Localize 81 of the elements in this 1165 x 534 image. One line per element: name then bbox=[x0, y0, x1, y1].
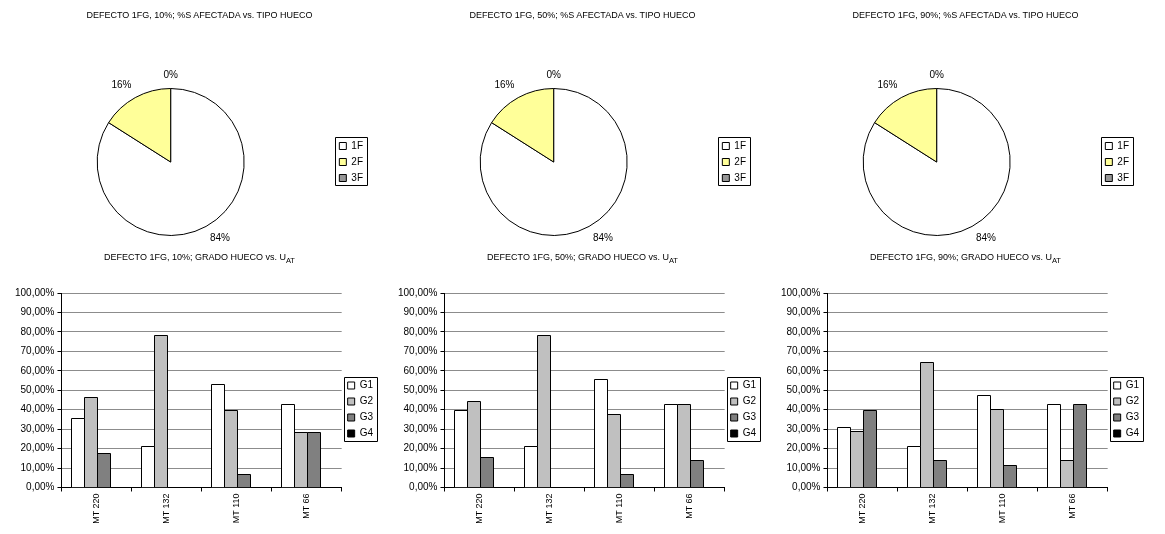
x-tick-label: MT 110 bbox=[231, 493, 242, 524]
text: 0% bbox=[163, 69, 178, 81]
legend-label: 1F bbox=[1117, 139, 1129, 151]
y-tick-label: 70,00% bbox=[786, 345, 821, 357]
x-tick-label: MT 66 bbox=[1067, 493, 1078, 519]
x-tick-label: MT 220 bbox=[856, 493, 867, 524]
y-tick-label: 10,00% bbox=[20, 461, 55, 473]
y-tick-label: 80,00% bbox=[403, 325, 438, 337]
y-tick-label: 90,00% bbox=[20, 306, 55, 318]
data-label: 84% bbox=[209, 232, 231, 244]
legend-label: G3 bbox=[359, 411, 374, 423]
x-tick-label: MT 66 bbox=[301, 493, 312, 519]
x-tick-label: MT 220 bbox=[473, 493, 484, 524]
y-tick-label: 60,00% bbox=[403, 364, 438, 376]
x-tick-label: MT 220 bbox=[90, 493, 101, 524]
y-tick-label: 90,00% bbox=[403, 306, 438, 318]
y-tick-label: 50,00% bbox=[786, 383, 821, 395]
chart-title: DEFECTO 1FG, 90%; %S AFECTADA vs. TIPO HUECO bbox=[851, 9, 1080, 22]
chart-title: DEFECTO 1FG, 90%; GRADO HUECO vs. U$_{AT}$ bbox=[869, 251, 1062, 267]
y-tick-label: 40,00% bbox=[20, 403, 55, 415]
legend-label: G2 bbox=[742, 395, 757, 407]
chart-title: DEFECTO 1FG, 50%; %S AFECTADA vs. TIPO HUECO bbox=[468, 9, 697, 22]
data-label: 84% bbox=[975, 232, 997, 244]
y-tick-label: 10,00% bbox=[786, 461, 821, 473]
x-tick-label: MT 110 bbox=[997, 493, 1008, 524]
y-tick-label: 30,00% bbox=[20, 422, 55, 434]
chart-title: DEFECTO 1FG, 10%; %S AFECTADA vs. TIPO HUECO bbox=[85, 9, 314, 22]
y-tick-label: 30,00% bbox=[403, 422, 438, 434]
legend-label: 3F bbox=[734, 171, 746, 183]
x-tick-label: MT 132 bbox=[161, 493, 172, 524]
legend-label: 2F bbox=[351, 155, 363, 167]
y-tick-label: 30,00% bbox=[786, 422, 821, 434]
y-tick-label: 80,00% bbox=[786, 325, 821, 337]
text: 0% bbox=[929, 69, 944, 81]
x-tick-label: MT 66 bbox=[684, 493, 695, 519]
chart-title: DEFECTO 1FG, 10%; GRADO HUECO vs. U$_{AT}$ bbox=[103, 251, 296, 267]
legend-label: G4 bbox=[359, 427, 374, 439]
y-tick-label: 100,00% bbox=[14, 286, 55, 298]
y-tick-label: 70,00% bbox=[20, 345, 55, 357]
legend-label: G3 bbox=[1125, 411, 1140, 423]
y-tick-label: 20,00% bbox=[403, 442, 438, 454]
y-tick-label: 40,00% bbox=[786, 403, 821, 415]
x-tick-label: MT 110 bbox=[614, 493, 625, 524]
y-tick-label: 50,00% bbox=[20, 383, 55, 395]
y-tick-label: 60,00% bbox=[20, 364, 55, 376]
legend-label: G1 bbox=[1125, 379, 1140, 391]
legend-label: G3 bbox=[742, 411, 757, 423]
y-tick-label: 0,00% bbox=[26, 481, 55, 493]
y-tick-label: 80,00% bbox=[20, 325, 55, 337]
data-label: 16% bbox=[111, 79, 132, 91]
data-label: 84% bbox=[592, 232, 614, 244]
y-tick-label: 0,00% bbox=[792, 481, 821, 493]
legend-label: 3F bbox=[1117, 171, 1129, 183]
chart-title: DEFECTO 1FG, 50%; GRADO HUECO vs. U$_{AT}$ bbox=[486, 251, 679, 267]
y-tick-label: 0,00% bbox=[409, 481, 438, 493]
legend-label: G1 bbox=[742, 379, 757, 391]
legend-label: G2 bbox=[1125, 395, 1140, 407]
y-tick-label: 20,00% bbox=[20, 442, 55, 454]
data-label: 16% bbox=[494, 79, 515, 91]
text: 0% bbox=[546, 69, 561, 81]
x-tick-label: MT 132 bbox=[544, 493, 555, 524]
legend-label: 2F bbox=[1117, 155, 1129, 167]
y-tick-label: 100,00% bbox=[780, 286, 821, 298]
y-tick-label: 20,00% bbox=[786, 442, 821, 454]
y-tick-label: 50,00% bbox=[403, 383, 438, 395]
y-tick-label: 90,00% bbox=[786, 306, 821, 318]
y-tick-label: 70,00% bbox=[403, 345, 438, 357]
data-label: 16% bbox=[877, 79, 898, 91]
legend-label: 3F bbox=[351, 171, 363, 183]
legend-label: G4 bbox=[742, 427, 757, 439]
y-tick-label: 100,00% bbox=[397, 286, 438, 298]
legend-label: G4 bbox=[1125, 427, 1140, 439]
legend-label: G2 bbox=[359, 395, 374, 407]
legend-label: 2F bbox=[734, 155, 746, 167]
y-tick-label: 40,00% bbox=[403, 403, 438, 415]
y-tick-label: 10,00% bbox=[403, 461, 438, 473]
x-tick-label: MT 132 bbox=[927, 493, 938, 524]
legend-label: 1F bbox=[734, 139, 746, 151]
y-tick-label: 60,00% bbox=[786, 364, 821, 376]
legend-label: 1F bbox=[351, 139, 363, 151]
legend-label: G1 bbox=[359, 379, 374, 391]
